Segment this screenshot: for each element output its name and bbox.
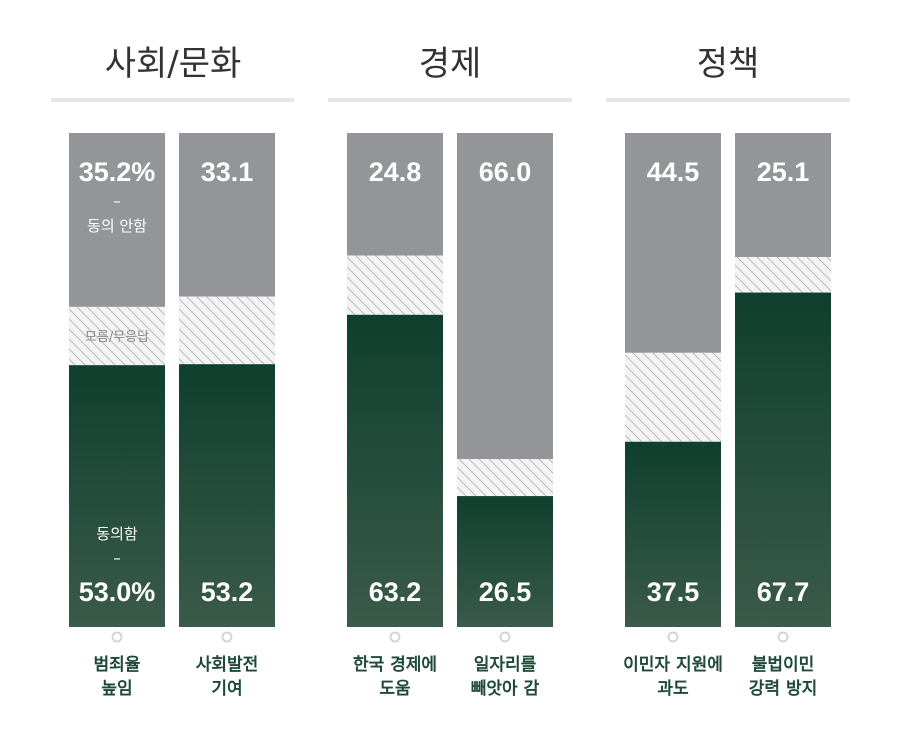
group-title-rule (606, 98, 850, 102)
bar-segment-unknown (347, 255, 443, 315)
category-label: 사회발전 (196, 655, 259, 675)
category-label: 일자리를 (474, 655, 537, 675)
group-title: 정책 (697, 44, 760, 84)
agree-note: 동의함 (96, 525, 138, 543)
bar-segment-agree (179, 364, 275, 627)
bar-segment-agree (69, 365, 165, 627)
bar-segment-unknown (69, 306, 165, 366)
agree-dash: – (113, 549, 121, 567)
value-label-disagree: 33.1 (201, 157, 254, 187)
category-label: 과도 (657, 679, 689, 699)
category-marker-icon (389, 631, 401, 643)
bar-segment-disagree (347, 133, 443, 256)
group-title: 사회/문화 (105, 44, 242, 84)
value-label-agree: 53.2 (201, 577, 254, 607)
value-label-agree: 53.0% (79, 577, 156, 607)
bar-segment-disagree (625, 133, 721, 353)
category-label: 불법이민 (752, 655, 815, 675)
category-label: 도움 (379, 679, 411, 699)
bar-segment-unknown (735, 256, 831, 293)
category-label: 높임 (101, 678, 132, 699)
value-label-disagree: 35.2% (79, 157, 156, 187)
bar-segment-unknown (457, 459, 553, 497)
value-label-agree: 37.5 (647, 577, 700, 607)
bar-segment-disagree (735, 133, 831, 257)
value-label-agree: 63.2 (369, 577, 422, 607)
value-label-disagree: 66.0 (479, 157, 532, 187)
category-marker-icon (221, 631, 233, 643)
category-marker-icon (777, 631, 789, 643)
category-label: 한국 경제에 (353, 655, 437, 675)
bar-segment-unknown (179, 296, 275, 365)
bar-segment-agree (625, 441, 721, 627)
category-marker-icon (111, 631, 123, 643)
value-label-disagree: 44.5 (647, 157, 700, 187)
bar-segment-agree (735, 292, 831, 627)
category-label: 기여 (211, 679, 242, 699)
unknown-note: 모름/무응답 (85, 330, 149, 345)
category-label: 강력 방지 (749, 679, 817, 699)
category-marker-icon (667, 631, 679, 643)
bar-segment-agree (347, 314, 443, 627)
group-title-rule (328, 98, 572, 102)
bar-segment-disagree (179, 133, 275, 297)
group-title: 경제 (419, 44, 482, 84)
bar-segment-unknown (625, 352, 721, 442)
bar-segment-disagree (457, 133, 553, 460)
category-marker-icon (499, 631, 511, 643)
bar-segment-disagree (69, 133, 165, 307)
value-label-disagree: 24.8 (369, 157, 422, 187)
category-label: 이민자 지원에 (623, 655, 723, 675)
value-label-agree: 26.5 (479, 577, 532, 607)
bar-segment-agree (457, 496, 553, 627)
value-label-disagree: 25.1 (757, 157, 810, 187)
category-label: 빼앗아 감 (471, 679, 540, 699)
category-label: 범죄율 (94, 655, 141, 675)
disagree-dash: – (113, 192, 121, 210)
group-title-rule (51, 98, 294, 102)
disagree-note: 동의 안함 (87, 217, 147, 235)
value-label-agree: 67.7 (757, 577, 810, 607)
